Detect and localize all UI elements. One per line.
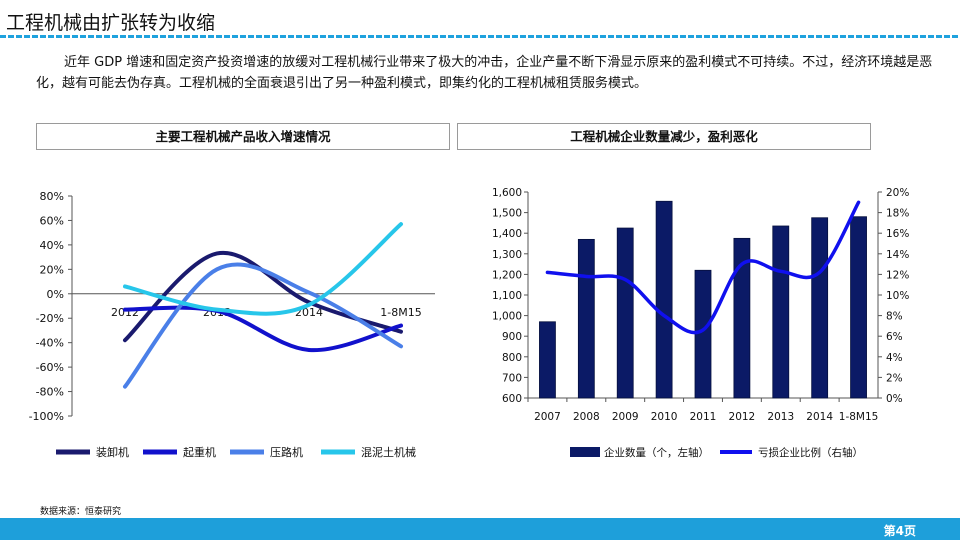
intro-paragraph: 近年 GDP 增速和固定资产投资增速的放缓对工程机械行业带来了极大的冲击，企业产… [36, 55, 933, 91]
y-tick-label: -100% [29, 410, 64, 423]
legend-label: 起重机 [183, 445, 216, 459]
bar-2007 [539, 321, 556, 399]
right-tick-label: 0% [886, 393, 903, 405]
right-tick-label: 6% [886, 331, 903, 343]
x-tick-label: 2009 [612, 411, 639, 423]
bar-2008 [577, 238, 595, 399]
left-tick-label: 800 [502, 352, 522, 364]
legend-label: 企业数量（个，左轴） [604, 446, 709, 459]
y-tick-label: 80% [40, 190, 64, 203]
x-tick-label: 2012 [729, 411, 756, 423]
series-line-3 [123, 262, 403, 389]
legend-label: 装卸机 [96, 445, 129, 459]
product-revenue-growth-chart: 80%60%40%20%0%-20%-40%-60%-80%-100%2012 2… [29, 190, 435, 459]
right-tick-label: 8% [886, 311, 903, 323]
bar-2014 [811, 217, 829, 399]
loss-ratio-line [545, 200, 861, 335]
y-tick-label: 0% [47, 288, 64, 301]
y-tick-label: 60% [40, 214, 64, 227]
right-tick-label: 2% [886, 372, 903, 384]
bar-2010 [655, 200, 673, 399]
left-tick-label: 1,400 [492, 228, 522, 240]
y-tick-label: -20% [36, 312, 64, 325]
left-tick-label: 600 [502, 393, 522, 405]
left-tick-label: 1,000 [492, 311, 522, 323]
series-line-2 [123, 305, 403, 353]
page-number: 第4页 [883, 524, 916, 538]
x-tick-label: 2013 [767, 411, 794, 423]
legend-label: 混泥土机械 [361, 445, 416, 459]
right-panel-heading: 工程机械企业数量减少，盈利恶化 [457, 123, 871, 150]
bar-2011 [694, 269, 712, 399]
bar-2009 [616, 227, 634, 399]
legend-label: 压路机 [270, 445, 303, 459]
right-tick-label: 16% [886, 228, 909, 240]
y-tick-label: -40% [36, 337, 64, 350]
x-tick-label: 2007 [534, 411, 561, 423]
bar-1-8M15 [850, 216, 867, 399]
right-tick-label: 12% [886, 269, 909, 281]
right-tick-label: 20% [886, 187, 909, 199]
left-tick-label: 1,100 [492, 290, 522, 302]
x-tick-label: 2011 [690, 411, 717, 423]
right-tick-label: 18% [886, 208, 909, 220]
x-tick-label: 2010 [651, 411, 678, 423]
x-tick-label: 1-8M15 [380, 306, 421, 319]
x-tick-label: 2014 [806, 411, 833, 423]
left-panel-heading: 主要工程机械产品收入增速情况 [36, 123, 450, 150]
page-title: 工程机械由扩张转为收缩 [6, 12, 216, 34]
x-tick-label: 1-8M15 [839, 411, 879, 423]
y-tick-label: -80% [36, 386, 64, 399]
left-tick-label: 1,200 [492, 269, 522, 281]
left-tick-label: 700 [502, 372, 522, 384]
y-tick-label: 40% [40, 239, 64, 252]
y-tick-label: -60% [36, 361, 64, 374]
bar-2013 [772, 225, 790, 399]
left-tick-label: 1,600 [492, 187, 522, 199]
footer-bar [0, 518, 960, 540]
right-tick-label: 14% [886, 249, 909, 261]
series-line-4 [123, 222, 403, 316]
y-tick-label: 20% [40, 263, 64, 276]
right-tick-label: 4% [886, 352, 903, 364]
legend-swatch-bar [570, 447, 600, 457]
data-source-note: 数据来源：恒泰研究 [40, 507, 122, 517]
enterprise-count-chart: 1,600 1,500 1,400 1,300 1,200 1,100 1,000 900 80… [492, 187, 909, 459]
left-tick-label: 1,300 [492, 249, 522, 261]
left-tick-label: 1,500 [492, 208, 522, 220]
x-tick-label: 2008 [573, 411, 600, 423]
left-tick-label: 900 [502, 331, 522, 343]
legend-label: 亏损企业比例（右轴） [758, 446, 863, 459]
bar-2012 [733, 237, 751, 399]
right-tick-label: 10% [886, 290, 909, 302]
title-divider [0, 35, 960, 38]
